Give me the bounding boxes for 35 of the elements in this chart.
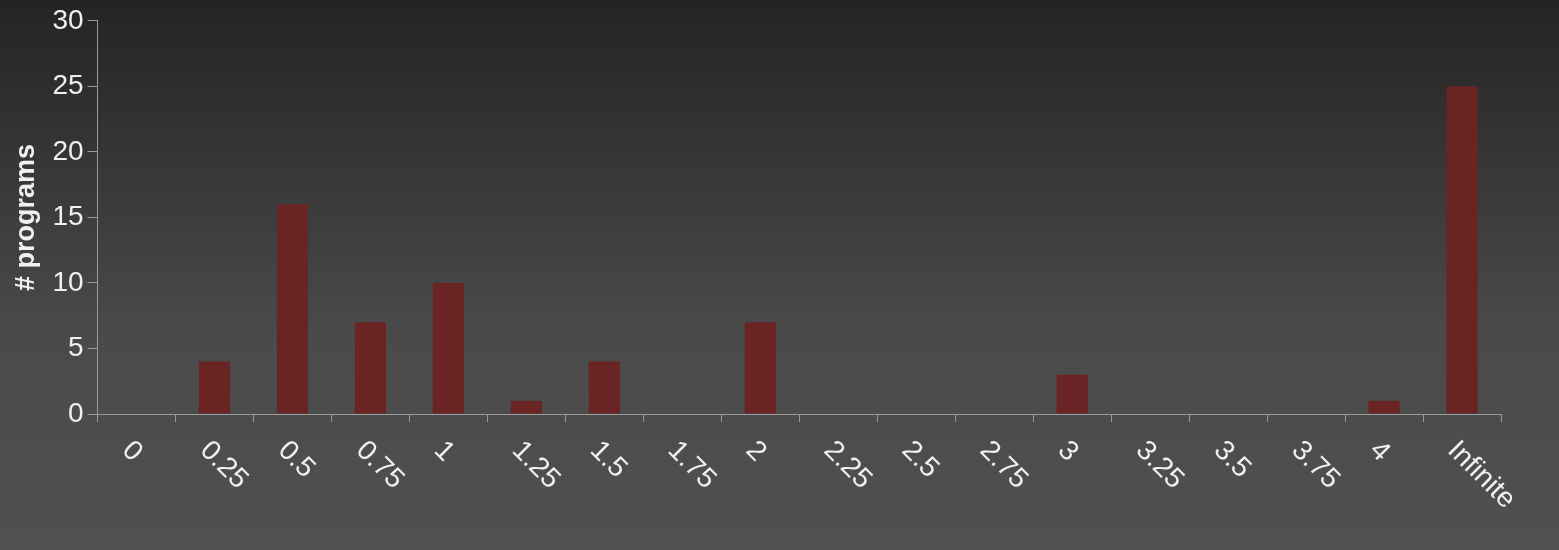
y-axis-title: # programs <box>9 143 40 291</box>
y-tick-label: 25 <box>52 69 84 101</box>
x-tick-label: 0 <box>116 433 150 467</box>
y-tick-label: 20 <box>52 134 84 166</box>
x-tick-label: 3.5 <box>1208 433 1258 484</box>
x-tick-label: 3.25 <box>1130 433 1191 495</box>
x-tick-label: 3.75 <box>1286 433 1347 495</box>
x-tick-label: 2 <box>740 433 774 467</box>
x-tick-label: 3 <box>1052 433 1086 467</box>
bar <box>744 322 776 414</box>
y-tick-label: 30 <box>52 3 84 35</box>
x-tick-label: 1.5 <box>584 433 635 484</box>
y-tick-label: 5 <box>67 331 84 363</box>
x-tick-label: 2.25 <box>818 433 880 495</box>
bar <box>588 361 620 414</box>
y-tick-label: 15 <box>52 200 84 232</box>
x-tick-label: 0.5 <box>272 433 323 484</box>
bar <box>1368 400 1400 414</box>
bar <box>1056 374 1088 414</box>
x-tick-label: 2.5 <box>896 433 946 484</box>
bar <box>432 282 464 414</box>
bar <box>1446 86 1478 414</box>
bar <box>276 204 309 414</box>
x-tick-label: 1 <box>428 433 462 467</box>
x-tick-label: 4 <box>1364 433 1398 467</box>
x-tick-label: 1.75 <box>662 433 724 495</box>
y-tick-label: 10 <box>52 265 84 297</box>
bar <box>510 400 542 414</box>
y-tick-label: 0 <box>67 396 84 428</box>
x-tick-label: 0.25 <box>194 433 256 495</box>
x-tick-label: 1.25 <box>506 433 568 495</box>
bar <box>198 361 231 414</box>
x-tick-label: 2.75 <box>974 433 1035 495</box>
x-tick-label: 0.75 <box>350 433 412 495</box>
bar <box>354 322 387 414</box>
